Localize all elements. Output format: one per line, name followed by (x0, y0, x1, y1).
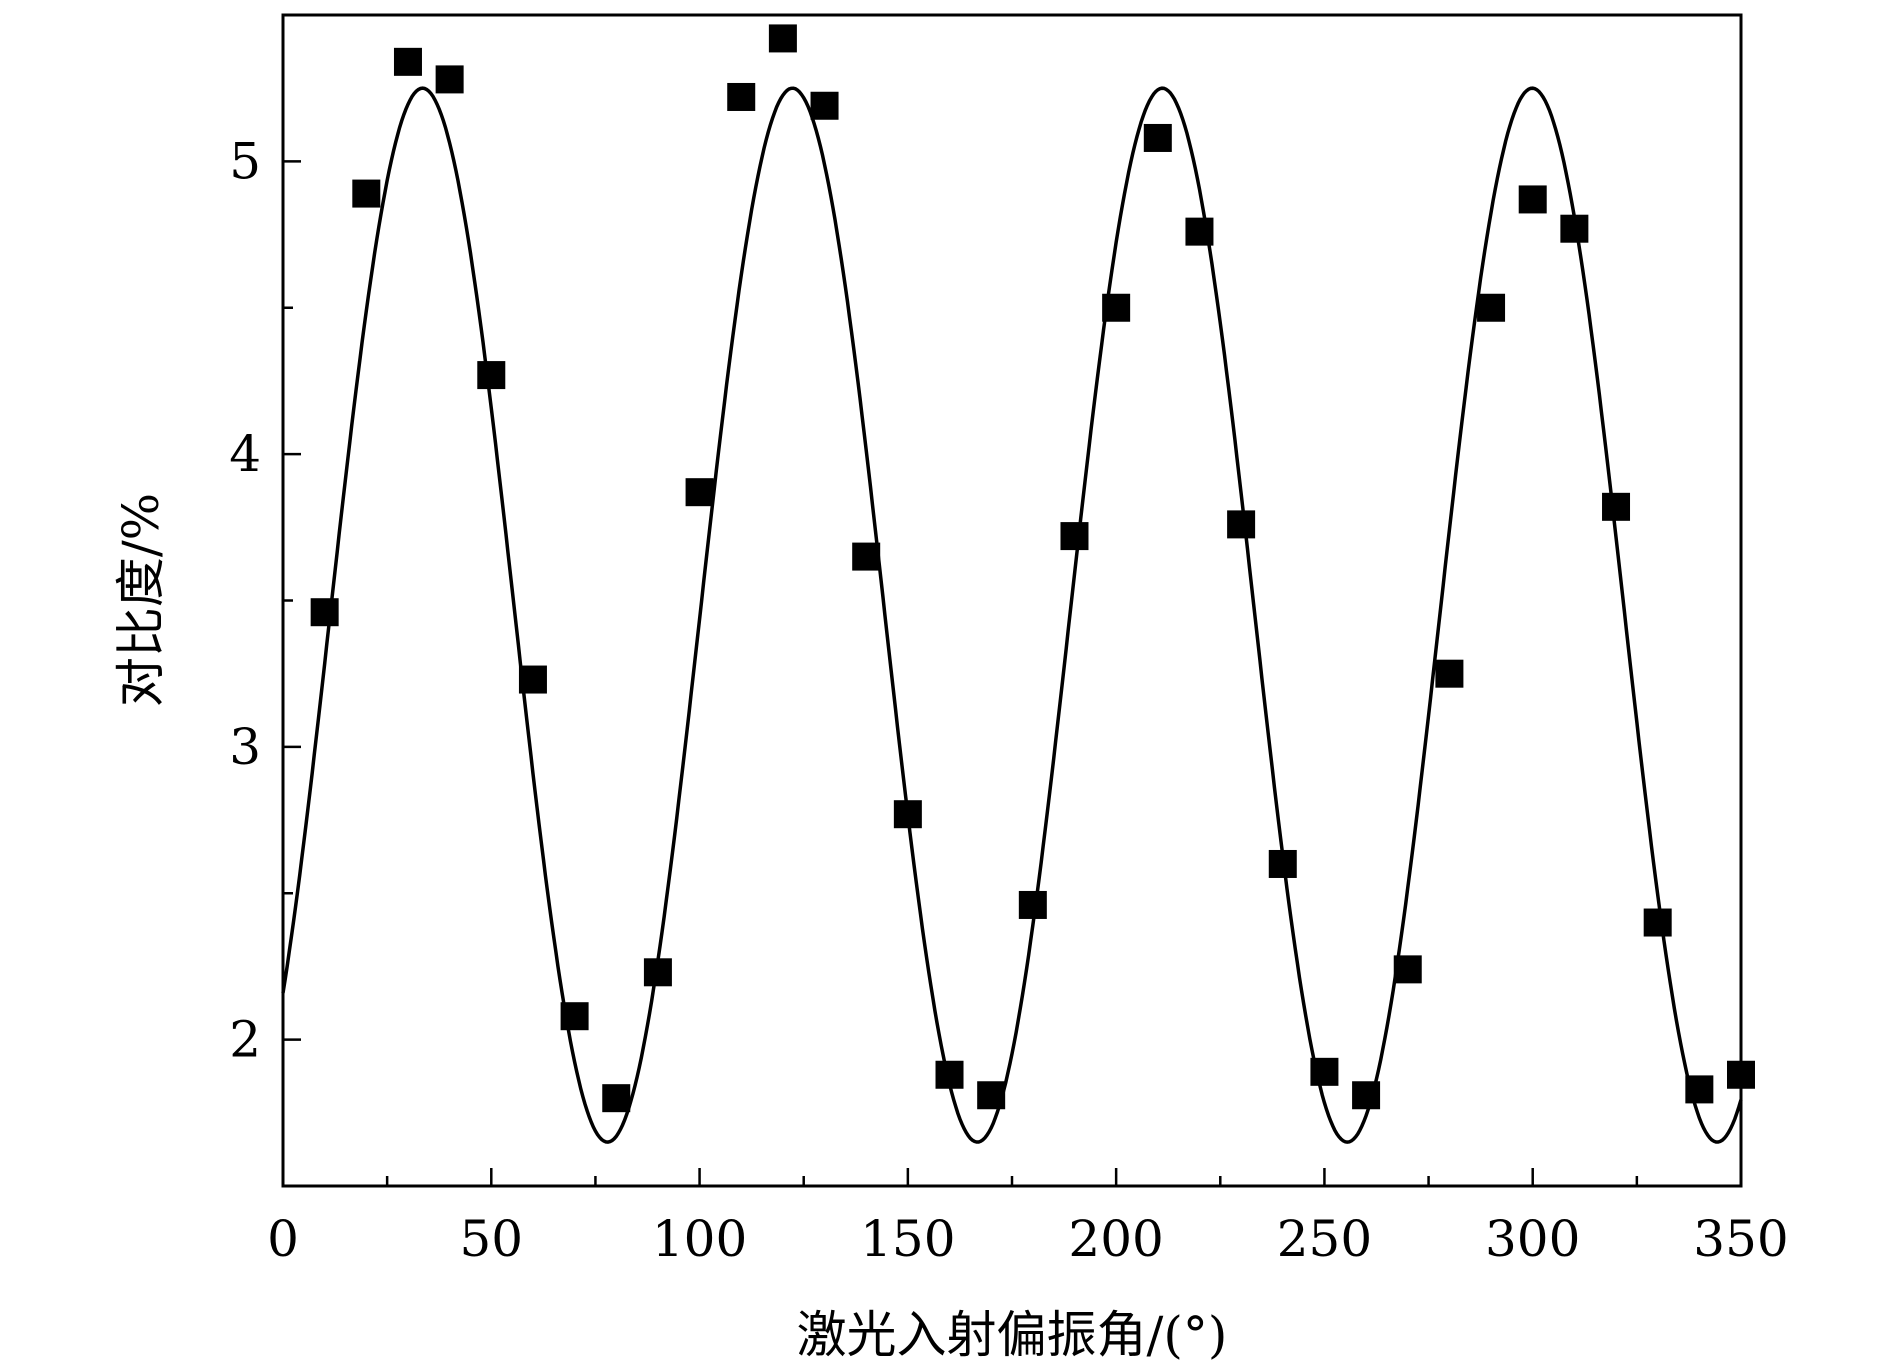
x-axis-label: 激光入射偏振角/(°) (797, 1306, 1228, 1364)
ticks-layer (281, 13, 1743, 1188)
data-point (643, 958, 672, 987)
data-point (1018, 890, 1047, 919)
data-point (518, 665, 547, 694)
data-point (477, 361, 506, 390)
y-tick-label: 4 (229, 425, 261, 483)
x-tick-label: 50 (459, 1210, 523, 1268)
data-point (1477, 293, 1506, 322)
data-point (1685, 1075, 1714, 1104)
y-tick-labels: 2 3 4 5 (229, 132, 261, 1068)
x-tick-label: 150 (860, 1210, 955, 1268)
data-point (393, 47, 422, 76)
data-point (1185, 217, 1214, 246)
x-tick-labels: 0 50 100 150 200 250 300 350 (267, 1210, 1789, 1268)
data-point (852, 542, 881, 571)
data-point (602, 1084, 631, 1113)
data-point (1560, 214, 1589, 243)
data-point (727, 82, 756, 111)
data-point (1352, 1081, 1381, 1110)
data-point (977, 1081, 1006, 1110)
x-tick-label: 100 (652, 1210, 747, 1268)
x-tick-label: 200 (1068, 1210, 1163, 1268)
fit-curve (281, 86, 1743, 1144)
x-tick-label: 300 (1485, 1210, 1580, 1268)
data-point (810, 91, 839, 120)
data-point (1393, 955, 1422, 984)
data-point (1435, 659, 1464, 688)
x-tick-label: 350 (1693, 1210, 1788, 1268)
data-point (1518, 185, 1547, 214)
data-point (1227, 510, 1256, 539)
data-point (1060, 522, 1089, 551)
data-point (435, 65, 464, 94)
y-tick-label: 5 (229, 132, 261, 190)
x-tick-label: 250 (1277, 1210, 1372, 1268)
data-point (1643, 908, 1672, 937)
data-point (1310, 1057, 1339, 1086)
data-point (560, 1002, 589, 1031)
data-point (1602, 492, 1631, 521)
data-point (685, 478, 714, 507)
data-point (768, 24, 797, 53)
data-point (310, 598, 339, 627)
data-point (352, 179, 381, 208)
x-tick-label: 0 (267, 1210, 299, 1268)
fit-curve-layer (281, 86, 1743, 1144)
data-point (1102, 293, 1131, 322)
data-point (893, 800, 922, 829)
data-point (1143, 123, 1172, 152)
y-tick-label: 3 (229, 718, 261, 776)
data-point (935, 1060, 964, 1089)
y-axis-label: 对比度/% (112, 493, 170, 707)
data-points-layer (310, 24, 1755, 1113)
data-point (1268, 849, 1297, 878)
y-tick-label: 2 (229, 1011, 261, 1069)
